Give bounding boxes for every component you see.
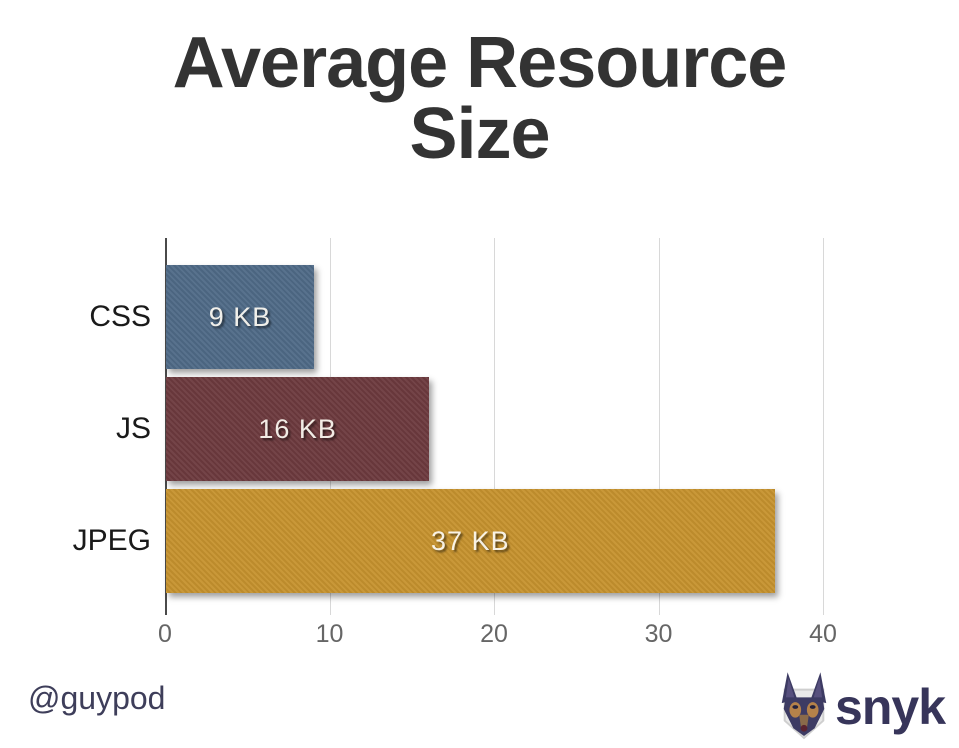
bar-value-label: 9 KB [208, 301, 272, 332]
gridline [823, 238, 824, 615]
x-tick-label: 0 [158, 620, 172, 648]
bar-jpeg: 37 KB [166, 489, 775, 593]
slide-title: Average Resource Size [172, 23, 788, 174]
x-tick-label: 30 [644, 620, 673, 648]
category-label: JS [115, 412, 151, 445]
snyk-wordmark: snyk [835, 679, 946, 735]
bar-value-label: 16 KB [258, 413, 337, 444]
twitter-handle: @guypod [28, 680, 166, 716]
snyk-logo: snyk [775, 670, 946, 744]
x-tick-label: 10 [315, 620, 344, 648]
x-tick-label: 20 [480, 620, 508, 648]
bar-css: 9 KB [166, 265, 315, 369]
gridline [658, 238, 660, 615]
snyk-doberman-icon [781, 672, 827, 740]
bar-value-label: 37 KB [431, 525, 510, 556]
bar-js: 16 KB [166, 377, 430, 481]
category-label: JPEG [72, 524, 151, 557]
category-label: CSS [89, 300, 151, 333]
x-tick-label: 40 [809, 620, 837, 648]
gridline [494, 238, 495, 615]
bar-chart: 0 10 20 30 40 CSS 9 KB JS 16 KB JPEG 37 KB [73, 238, 837, 648]
